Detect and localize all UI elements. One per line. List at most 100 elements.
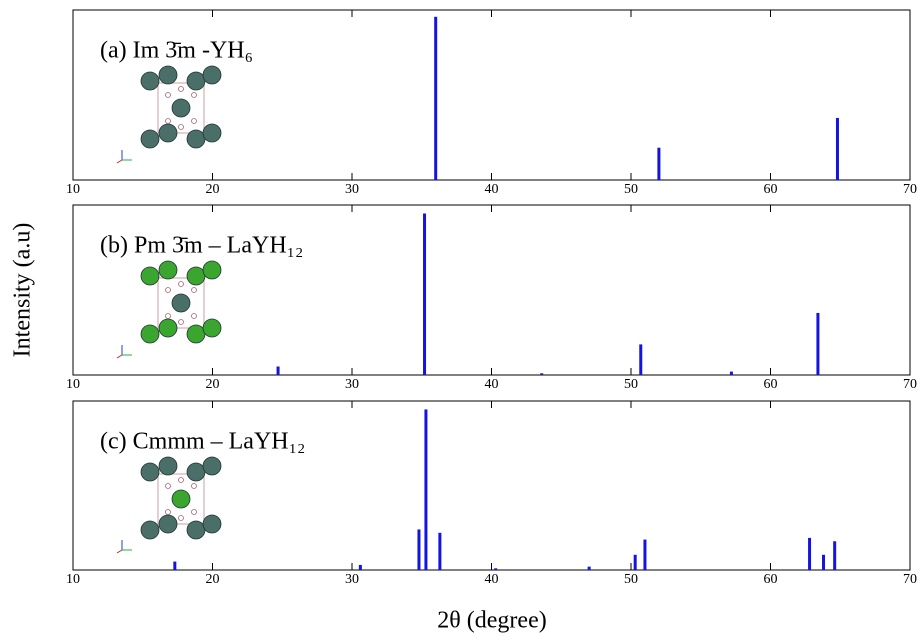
- h-atom: [191, 287, 197, 293]
- crystal-cell: [157, 473, 205, 525]
- atom: [202, 318, 222, 338]
- x-tick-label: 50: [624, 572, 638, 587]
- atom: [158, 260, 178, 280]
- x-tick-label: 40: [485, 572, 499, 587]
- peak: [434, 16, 438, 180]
- atom: [202, 123, 222, 143]
- h-atom: [165, 92, 171, 98]
- peak: [494, 568, 498, 570]
- peak: [417, 529, 421, 570]
- peak: [639, 344, 643, 375]
- h-atom: [178, 124, 184, 130]
- atom: [158, 456, 178, 476]
- peak: [424, 409, 428, 570]
- h-atom: [165, 483, 171, 489]
- peak: [833, 541, 837, 570]
- x-tick-label: 50: [624, 182, 638, 197]
- x-tick-label: 60: [764, 182, 778, 197]
- x-tick-label: 50: [624, 377, 638, 392]
- h-atom: [165, 287, 171, 293]
- axes-icon: [116, 159, 123, 164]
- peak: [358, 564, 362, 570]
- peak: [808, 537, 812, 570]
- atom: [186, 129, 206, 149]
- x-tick-label: 20: [206, 572, 220, 587]
- x-tick-label: 70: [903, 377, 917, 392]
- x-tick-label: 70: [903, 182, 917, 197]
- h-atom: [165, 509, 171, 515]
- atom: [158, 123, 178, 143]
- x-axis-label: 2θ (degree): [437, 608, 546, 634]
- h-atom: [191, 509, 197, 515]
- atom: [140, 520, 160, 540]
- h-atom: [165, 313, 171, 319]
- x-tick-label: 30: [345, 572, 359, 587]
- h-atom: [191, 92, 197, 98]
- crystal-cell: [157, 82, 205, 134]
- x-tick-label: 10: [66, 572, 80, 587]
- y-axis-label: Intensity (a.u): [10, 223, 36, 358]
- h-atom: [178, 477, 184, 483]
- h-atom: [178, 319, 184, 325]
- atom: [202, 65, 222, 85]
- x-tick-label: 70: [903, 572, 917, 587]
- peak: [657, 147, 661, 180]
- x-tick-label: 30: [345, 182, 359, 197]
- peak: [587, 566, 591, 570]
- x-tick-label: 20: [206, 182, 220, 197]
- atom: [171, 489, 191, 509]
- x-tick-label: 20: [206, 377, 220, 392]
- plot-frame: [72, 204, 911, 376]
- plot-frame: [72, 9, 911, 181]
- atom: [202, 456, 222, 476]
- atom: [140, 266, 160, 286]
- atom: [140, 462, 160, 482]
- x-tick-label: 10: [66, 182, 80, 197]
- peak: [633, 554, 637, 570]
- h-atom: [178, 86, 184, 92]
- atom: [140, 129, 160, 149]
- x-tick-label: 40: [485, 182, 499, 197]
- peak: [835, 117, 839, 180]
- atom: [202, 514, 222, 534]
- peak: [540, 373, 544, 375]
- h-atom: [178, 281, 184, 287]
- plot-frame: [72, 400, 911, 571]
- atom: [202, 260, 222, 280]
- atom: [158, 514, 178, 534]
- peak: [816, 312, 820, 375]
- panel-annotation: (b) Pm 3̄m – LaYH₁₂: [100, 233, 303, 259]
- axes-icon: [116, 354, 123, 359]
- x-tick-label: 60: [764, 377, 778, 392]
- peak: [438, 532, 442, 570]
- atom: [140, 71, 160, 91]
- crystal-cell: [157, 277, 205, 329]
- atom: [186, 71, 206, 91]
- x-tick-label: 10: [66, 377, 80, 392]
- h-atom: [191, 483, 197, 489]
- atom: [186, 324, 206, 344]
- h-atom: [165, 118, 171, 124]
- peak: [729, 371, 733, 375]
- x-tick-label: 60: [764, 572, 778, 587]
- atom: [158, 65, 178, 85]
- axes-icon: [116, 549, 123, 554]
- atom: [171, 98, 191, 118]
- atom: [186, 266, 206, 286]
- atom: [186, 520, 206, 540]
- h-atom: [178, 515, 184, 521]
- h-atom: [191, 118, 197, 124]
- peak: [276, 366, 280, 375]
- panel-annotation: (a) Im 3̄m -YH₆: [100, 38, 253, 64]
- x-tick-label: 40: [485, 377, 499, 392]
- x-tick-label: 30: [345, 377, 359, 392]
- peak: [173, 561, 177, 570]
- panel-annotation: (c) Cmmm – LaYH₁₂: [100, 429, 305, 455]
- peak: [423, 213, 427, 375]
- atom: [158, 318, 178, 338]
- atom: [171, 293, 191, 313]
- h-atom: [191, 313, 197, 319]
- atom: [140, 324, 160, 344]
- peak: [822, 554, 826, 570]
